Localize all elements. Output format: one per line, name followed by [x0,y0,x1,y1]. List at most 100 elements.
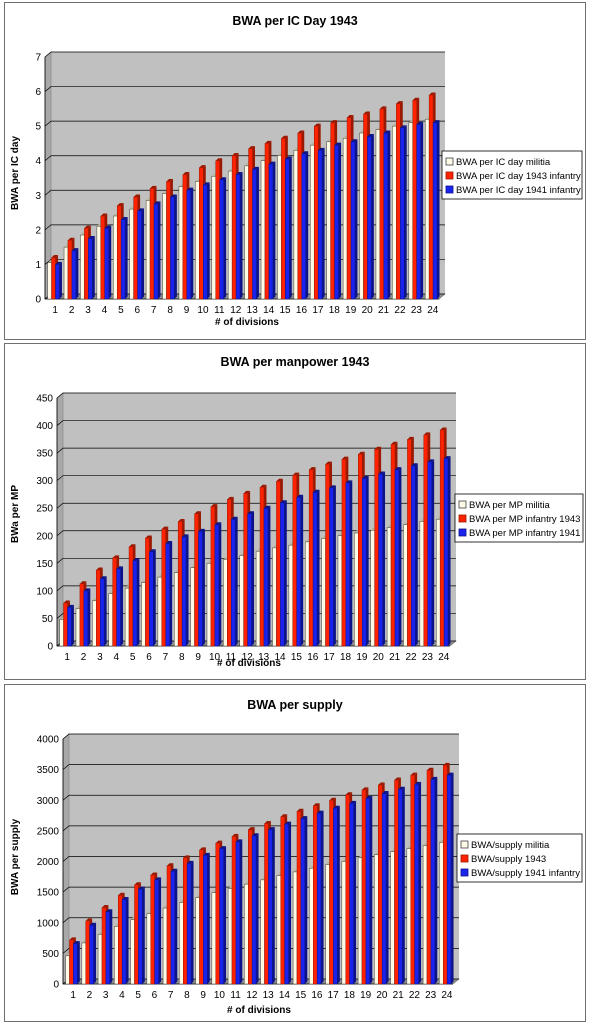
bar-top [280,814,288,817]
bar-top [301,151,309,154]
bar-front [67,607,72,647]
bar-side [333,485,336,646]
gridline [56,475,456,481]
x-tick-label: 8 [167,305,173,316]
bar-top [67,237,75,241]
bar-front [414,784,419,985]
bar-front [89,924,94,985]
x-tick-label: 4 [102,305,108,316]
bar-front [162,193,167,300]
x-tick-label: 2 [69,305,75,316]
bar-top [252,833,259,836]
bar-side [256,833,259,984]
bar [88,236,95,300]
y-tick-label: 50 [42,614,54,625]
bar [333,805,340,985]
bar-side [387,130,391,299]
legend-box [456,833,583,883]
x-tick-label: 23 [422,652,434,663]
bar [105,909,113,985]
bar-top [317,810,324,814]
bar-side [104,576,107,646]
bar-top [333,805,340,809]
bar-front [214,524,220,647]
bar-top [121,216,128,220]
x-tick-label: 20 [373,652,385,663]
bar [329,485,336,647]
x-tick-label: 24 [441,990,453,1001]
bar [301,151,309,300]
bar-top [199,847,206,850]
bar [316,810,324,985]
x-tick-label: 23 [411,305,423,316]
bar-top [268,827,275,830]
bar [170,868,178,985]
bar-front [255,550,261,647]
bar-top [132,558,140,561]
x-tick-label: 14 [279,990,291,1001]
bar-front [203,855,208,985]
bar-top [268,161,276,165]
bar-top [248,146,256,149]
bar-top [69,937,76,940]
bar [165,540,173,647]
x-tick-label: 13 [263,990,275,1001]
bar-front [280,816,285,985]
legend-box [454,493,584,543]
bar-side [349,480,353,646]
bar [203,852,210,985]
bar-front [375,129,381,300]
bar-top [84,225,91,229]
bar-top [149,549,156,552]
bar-top [430,776,438,780]
bar-front [345,794,350,985]
bar-front [195,897,200,985]
bar-front [284,823,289,985]
bar-front [428,94,434,300]
bar-front [170,871,176,985]
bar-front [230,518,236,647]
bar-front [63,602,68,647]
gridline [62,733,459,740]
bar-side [207,852,210,984]
bar-top [329,485,336,488]
bar-top [100,213,108,217]
bar-front [190,567,195,647]
y-tick-label: 5 [35,122,41,133]
x-tick-label: 19 [360,990,372,1001]
bar-top [51,255,59,258]
bar-top [129,544,136,547]
bar-front [410,774,415,985]
bar-front [424,118,430,300]
bar-top [105,909,113,912]
bar [138,886,145,985]
bar-front [186,189,192,300]
bar-side [322,147,325,299]
bar-side [174,868,178,984]
bar-top [167,863,174,866]
bar-side [272,827,275,984]
bar-side [338,142,342,299]
bar-front [325,864,330,985]
bar-top [345,792,353,795]
bar-top [396,101,403,104]
bar-front [381,793,387,985]
bar-top [85,918,93,921]
bar-top [194,511,201,514]
bar-front [149,551,154,647]
bar-top [260,484,267,488]
bar-front [378,473,383,647]
bar [443,456,451,647]
legend-entry: BWA/supply militia [471,840,550,851]
bar-front [145,200,151,300]
bar-side [240,172,243,299]
bar-front [251,835,257,985]
bar-top [400,125,407,128]
legend-entry: BWA/supply 1943 [471,854,546,865]
bar-top [186,187,194,191]
bar-top [116,566,124,569]
bar-front [370,530,375,647]
bar-front [128,546,134,647]
bar-side [300,494,304,646]
bar-top [443,762,450,766]
